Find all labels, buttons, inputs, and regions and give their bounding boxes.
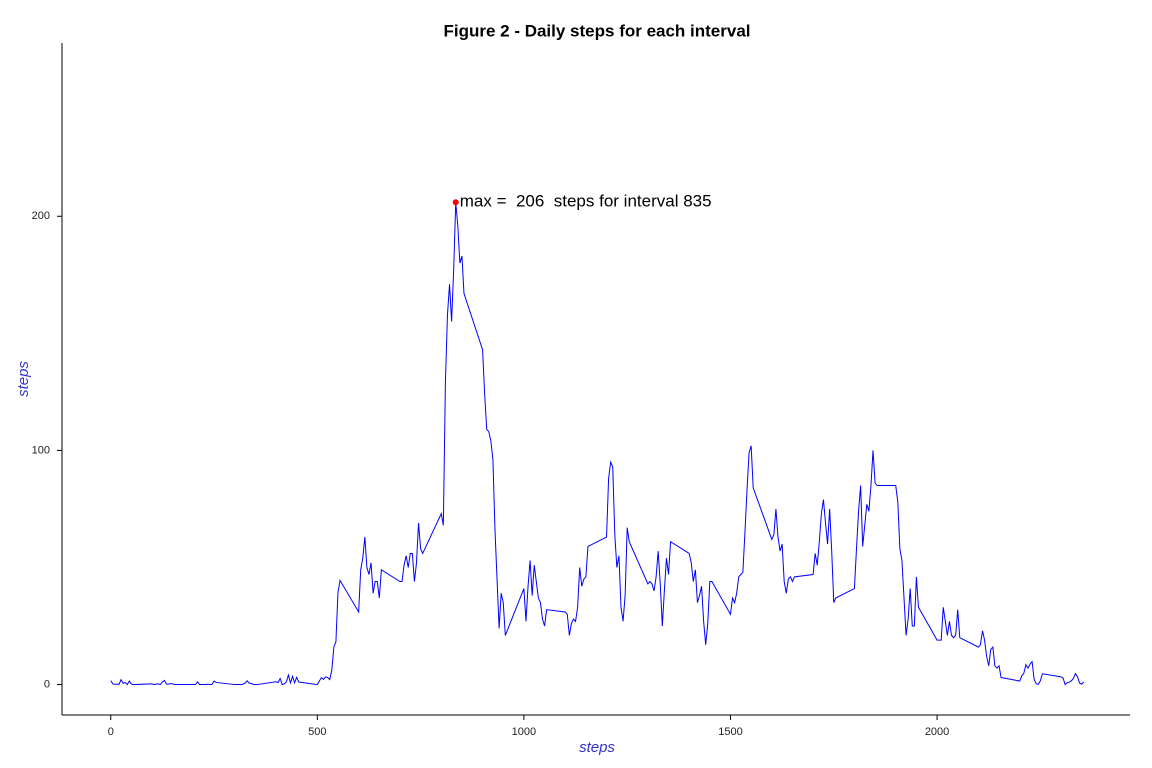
x-tick-label: 2000: [925, 726, 949, 738]
y-tick-label: 100: [32, 444, 50, 456]
y-tick-label: 0: [44, 678, 50, 690]
y-axis-label: steps: [15, 361, 32, 397]
x-tick-label: 1000: [512, 726, 536, 738]
x-tick-label: 500: [308, 726, 326, 738]
max-point: [452, 199, 459, 206]
x-tick-label: 1500: [718, 726, 742, 738]
y-tick-label: 200: [32, 210, 50, 222]
annotation: max = 206 steps for interval 835: [460, 192, 712, 211]
chart-title: Figure 2 - Daily steps for each interval: [443, 21, 750, 40]
data-line: [110, 202, 1085, 686]
x-tick-label: 0: [108, 726, 114, 738]
x-axis-label: steps: [579, 739, 615, 756]
